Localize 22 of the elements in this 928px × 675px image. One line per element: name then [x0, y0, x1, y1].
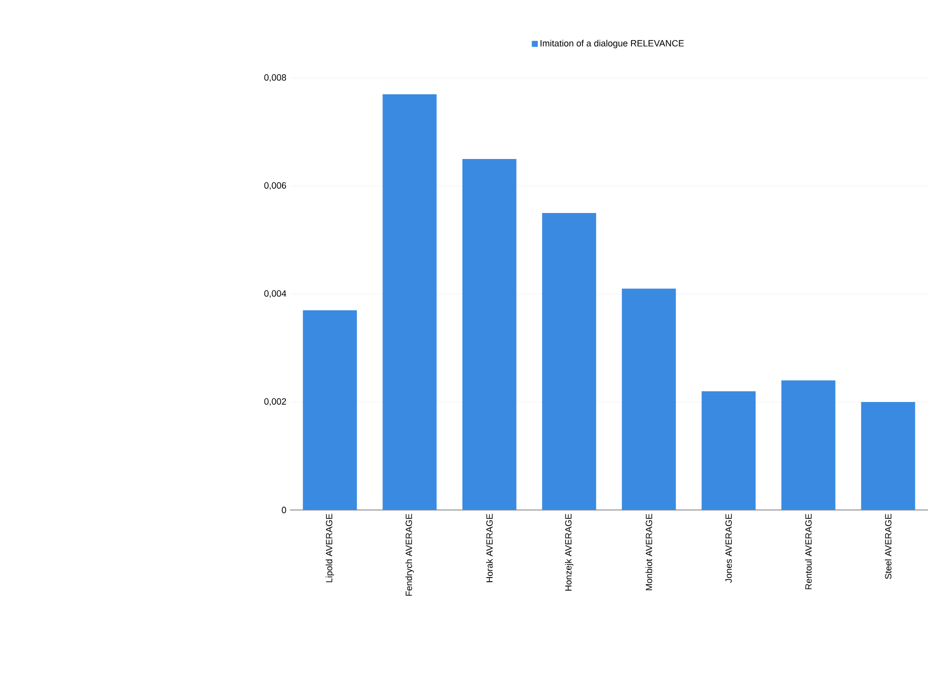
bar [861, 402, 916, 510]
bar [702, 391, 756, 510]
x-tick-label: Horak AVERAGE [486, 514, 493, 582]
bar [622, 288, 676, 510]
bar [302, 310, 357, 510]
bar [781, 380, 836, 510]
x-tick-label: Rentoul AVERAGE [805, 514, 812, 590]
bar [462, 159, 516, 510]
bar [382, 94, 437, 510]
y-tick-label: 0 [282, 506, 286, 514]
bar [542, 213, 596, 510]
y-tick-label: 0,002 [264, 398, 286, 406]
legend-label: Imitation of a dialogue RELEVANCE [540, 40, 684, 48]
y-tick-label: 0,008 [264, 74, 286, 82]
x-tick-label: Fendrych AVERAGE [405, 514, 414, 596]
y-tick-label: 0,004 [264, 290, 286, 298]
x-tick-label: Lipold AVERAGE [326, 514, 334, 582]
x-tick-label: Jones AVERAGE [725, 514, 732, 583]
y-tick-label: 0,006 [264, 182, 286, 190]
x-tick-label: Monbiot AVERAGE [646, 514, 652, 590]
x-tick-label: Steel AVERAGE [884, 514, 892, 579]
x-tick-label: Honzejk AVERAGE [564, 514, 574, 591]
